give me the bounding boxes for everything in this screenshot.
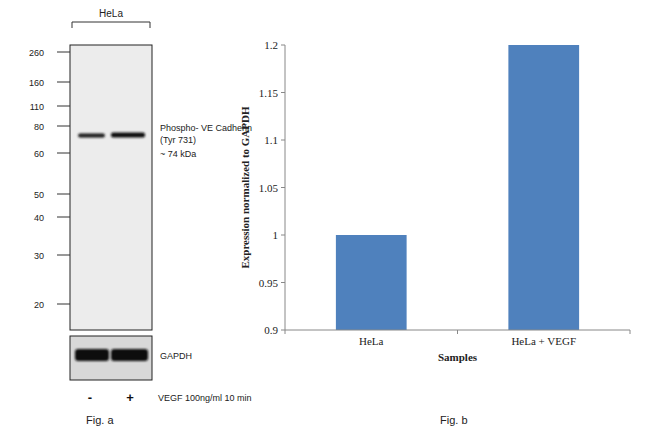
ladder-tick: [57, 194, 70, 195]
ladder-label: 30: [34, 251, 44, 261]
cell-line-label: HeLa: [99, 8, 123, 19]
band-size: ~ 74 kDa: [160, 149, 196, 159]
y-tick: [281, 92, 285, 93]
ladder-label: 80: [34, 122, 44, 132]
ladder-tick: [57, 52, 70, 53]
band-lane-2: [111, 133, 145, 138]
bar-chart: 0.9 0.95 1 1.05 1.1 1.15 1.2 HeLa HeLa + VEGF Sam…: [239, 39, 630, 426]
y-tick: [281, 282, 285, 283]
band-label-line: (Tyr 731): [160, 135, 196, 145]
treatment-label: VEGF 100ng/ml 10 min: [158, 393, 252, 403]
ladder-label: 50: [34, 190, 44, 200]
western-blot: HeLa260160110806050403020Phospho- VE Cad…: [29, 6, 252, 426]
bar: [508, 45, 579, 330]
ladder-tick: [57, 82, 70, 83]
figure-root: HeLa260160110806050403020Phospho- VE Cad…: [0, 0, 650, 432]
x-tick-label: HeLa + VEGF: [511, 335, 576, 347]
gapdh-label: GAPDH: [160, 351, 192, 361]
y-axis-title: Expression normalized to GAPDH: [239, 106, 251, 268]
lane-label: -: [88, 390, 92, 405]
y-tick: [281, 187, 285, 188]
ladder-label: 60: [34, 149, 44, 159]
cell-line-bg: [93, 6, 129, 20]
x-axis-title: Samples: [438, 351, 478, 363]
x-tick: [630, 330, 631, 334]
lane-bracket: [72, 22, 150, 28]
y-tick-label: 0.95: [259, 277, 279, 289]
ladder-label: 40: [34, 213, 44, 223]
ladder-tick: [57, 255, 70, 256]
y-tick-label: 1.2: [264, 39, 278, 51]
ladder-tick: [57, 217, 70, 218]
y-tick: [281, 45, 285, 46]
ladder-label: 160: [29, 78, 44, 88]
band-lane-1: [78, 134, 105, 138]
panel-label: Fig. a: [86, 414, 114, 426]
y-tick-label: 1: [273, 229, 279, 241]
gapdh-band-2: [111, 349, 148, 361]
membrane: [70, 45, 152, 330]
y-tick: [281, 140, 285, 141]
ladder-label: 110: [30, 102, 44, 112]
ladder-label: 260: [29, 48, 44, 58]
y-tick-label: 0.9: [264, 324, 278, 336]
bars: [336, 45, 579, 330]
bar: [336, 235, 407, 330]
x-tick: [285, 330, 286, 334]
x-tick: [457, 330, 458, 334]
panel-label: Fig. b: [440, 414, 468, 426]
ladder-tick: [57, 126, 70, 127]
ladder-label: 20: [34, 300, 44, 310]
lane-label: +: [126, 390, 134, 405]
x-tick-label: HeLa: [359, 335, 384, 347]
y-tick-label: 1.05: [259, 182, 279, 194]
y-tick-label: 1.1: [264, 134, 278, 146]
figure-svg: HeLa260160110806050403020Phospho- VE Cad…: [0, 0, 650, 432]
y-tick-label: 1.15: [259, 87, 279, 99]
ladder-tick: [57, 153, 70, 154]
y-tick: [281, 330, 285, 331]
ladder-tick: [57, 106, 70, 107]
gapdh-membrane: [70, 336, 152, 380]
y-tick: [281, 235, 285, 236]
gapdh-band-1: [75, 349, 109, 361]
ladder-tick: [57, 304, 70, 305]
